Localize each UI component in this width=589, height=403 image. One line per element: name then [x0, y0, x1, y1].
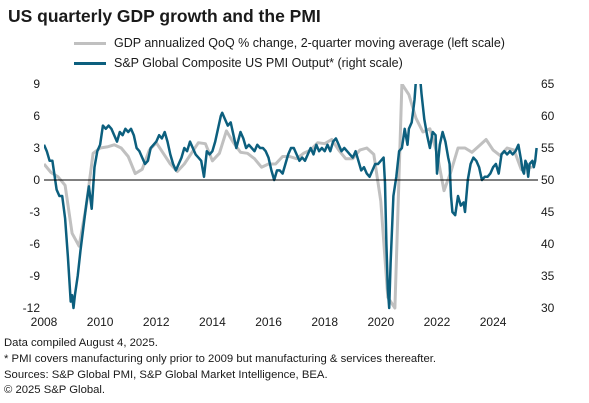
x-tick-label: 2014 — [199, 315, 226, 329]
right-tick-label: 50 — [541, 173, 555, 187]
legend-item-gdp: GDP annualized QoQ % change, 2-quarter m… — [74, 33, 505, 53]
plot-area — [44, 84, 538, 310]
right-tick-label: 30 — [541, 301, 555, 315]
right-tick-label: 35 — [541, 269, 555, 283]
left-tick-label: 3 — [33, 141, 40, 155]
x-tick-label: 2008 — [31, 315, 58, 329]
right-tick-label: 40 — [541, 237, 555, 251]
right-tick-label: 60 — [541, 109, 555, 123]
x-tick-label: 2018 — [311, 315, 338, 329]
legend-swatch-pmi — [74, 61, 106, 65]
x-tick-label: 2024 — [480, 315, 507, 329]
gdp-series-line — [44, 84, 533, 310]
left-tick-label: -6 — [29, 237, 40, 251]
note-sources: Sources: S&P Global PMI, S&P Global Mark… — [4, 368, 328, 381]
right-axis-ticks: 30 35 40 45 50 55 60 65 — [541, 77, 555, 315]
note-footnote: * PMI covers manufacturing only prior to… — [4, 352, 437, 365]
left-tick-label: -12 — [23, 301, 41, 315]
left-tick-label: -3 — [29, 205, 40, 219]
x-tick-label: 2010 — [87, 315, 114, 329]
footnotes: Data compiled August 4, 2025. * PMI cove… — [4, 336, 436, 399]
legend-label-pmi: S&P Global Composite US PMI Output* (rig… — [114, 56, 403, 70]
chart-title: US quarterly GDP growth and the PMI — [8, 6, 321, 26]
x-axis-ticks: 2008 2010 2012 2014 2016 2018 2020 2022 2024 — [31, 315, 507, 329]
left-tick-label: 6 — [33, 109, 40, 123]
note-compiled: Data compiled August 4, 2025. — [4, 337, 158, 349]
x-tick-label: 2020 — [367, 315, 394, 329]
x-tick-label: 2022 — [424, 315, 451, 329]
x-tick-label: 2012 — [143, 315, 170, 329]
x-tick-label: 2016 — [255, 315, 282, 329]
right-tick-label: 55 — [541, 141, 555, 155]
left-tick-label: -9 — [29, 269, 40, 283]
legend-swatch-gdp — [74, 41, 106, 45]
legend-item-pmi: S&P Global Composite US PMI Output* (rig… — [74, 53, 505, 73]
right-tick-label: 65 — [541, 77, 555, 91]
legend: GDP annualized QoQ % change, 2-quarter m… — [74, 33, 505, 73]
left-tick-label: 9 — [33, 77, 40, 91]
legend-label-gdp: GDP annualized QoQ % change, 2-quarter m… — [114, 36, 505, 50]
right-tick-label: 45 — [541, 205, 555, 219]
left-axis-ticks: -12 -9 -6 -3 0 3 6 9 — [23, 77, 41, 315]
pmi-series-line — [44, 84, 538, 310]
left-tick-label: 0 — [33, 173, 40, 187]
note-copyright: © 2025 S&P Global. — [4, 384, 106, 397]
